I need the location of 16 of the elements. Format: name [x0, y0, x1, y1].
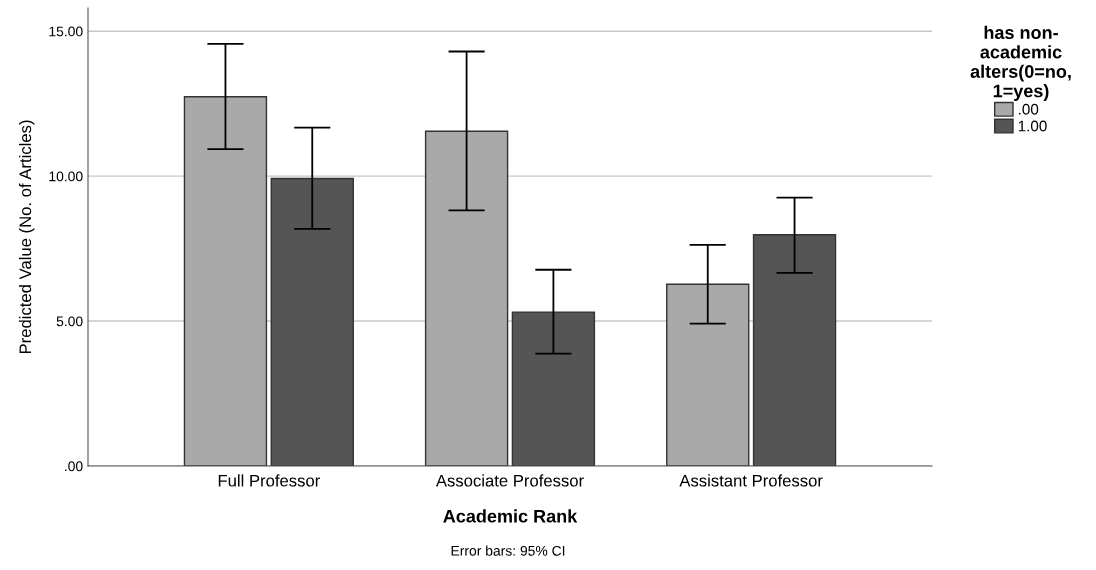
y-axis-title: Predicted Value (No. of Articles)	[18, 120, 35, 354]
y-tick-label: .00	[65, 461, 83, 472]
x-tick-label: Full Professor	[218, 474, 320, 487]
bar	[183, 96, 268, 466]
y-tick-label: 15.00	[49, 26, 83, 37]
bar	[666, 283, 750, 466]
legend-label: 1.00	[1018, 120, 1047, 132]
x-axis-title: Academic Rank	[443, 509, 578, 523]
legend-title: has non- academic alters(0=no, 1=yes)	[970, 25, 1071, 101]
x-tick-label: Assistant Professor	[679, 474, 823, 487]
x-tick-label: Associate Professor	[435, 474, 584, 487]
text: Error bars: 95% CI	[451, 545, 565, 556]
y-tick-label: 5.00	[56, 316, 83, 327]
bar	[424, 130, 509, 466]
legend-label: .00	[1018, 103, 1039, 115]
y-tick-label: 10.00	[49, 171, 83, 182]
